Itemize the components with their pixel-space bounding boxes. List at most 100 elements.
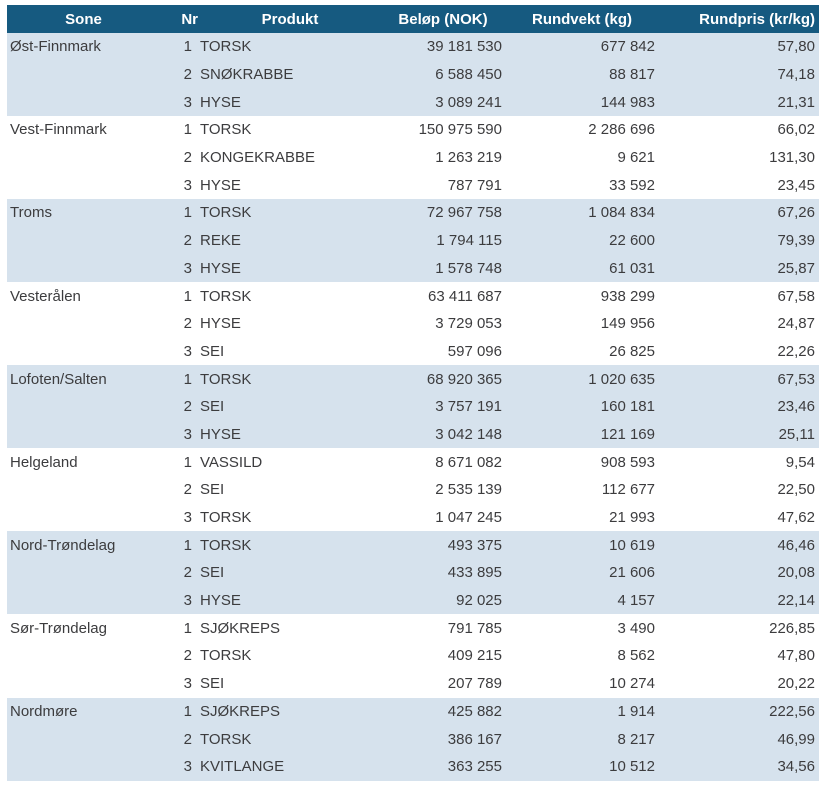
table-row: 3 HYSE 92 025 4 157 22,14 [7, 586, 819, 615]
cell-rundpris: 67,58 [658, 282, 819, 310]
cell-rundvekt: 61 031 [506, 254, 658, 283]
cell-belop: 3 757 191 [380, 392, 506, 421]
cell-rundpris: 131,30 [658, 143, 819, 172]
cell-nr: 3 [160, 669, 200, 698]
cell-sone [7, 642, 160, 670]
cell-produkt: HYSE [200, 586, 380, 615]
cell-rundvekt: 160 181 [506, 392, 658, 421]
cell-nr: 3 [160, 752, 200, 781]
cell-nr: 1 [160, 531, 200, 560]
cell-rundvekt: 4 157 [506, 586, 658, 615]
cell-sone [7, 337, 160, 366]
cell-sone [7, 476, 160, 504]
column-header-sone[interactable]: Sone [7, 5, 160, 33]
cell-rundpris: 25,87 [658, 254, 819, 283]
cell-produkt: TORSK [200, 33, 380, 61]
cell-belop: 3 729 053 [380, 309, 506, 338]
cell-nr: 1 [160, 199, 200, 227]
table-row: Nord-Trøndelag 1 TORSK 493 375 10 619 46,46 [7, 531, 819, 560]
cell-produkt: HYSE [200, 420, 380, 449]
cell-rundvekt: 10 512 [506, 752, 658, 781]
cell-nr: 1 [160, 282, 200, 310]
cell-rundpris: 67,26 [658, 199, 819, 227]
cell-produkt: HYSE [200, 171, 380, 200]
cell-sone [7, 586, 160, 615]
cell-belop: 787 791 [380, 171, 506, 200]
cell-nr: 3 [160, 503, 200, 532]
cell-produkt: TORSK [200, 503, 380, 532]
cell-nr: 2 [160, 642, 200, 670]
cell-rundpris: 67,53 [658, 365, 819, 393]
cell-sone [7, 752, 160, 781]
cell-belop: 2 535 139 [380, 476, 506, 504]
table-row: Helgeland 1 VASSILD 8 671 082 908 593 9,54 [7, 448, 819, 476]
cell-belop: 39 181 530 [380, 33, 506, 61]
cell-nr: 3 [160, 586, 200, 615]
cell-rundpris: 23,46 [658, 392, 819, 421]
cell-rundpris: 24,87 [658, 309, 819, 338]
cell-produkt: TORSK [200, 725, 380, 753]
table-row: 3 HYSE 1 578 748 61 031 25,87 [7, 254, 819, 283]
table-row: 3 SEI 597 096 26 825 22,26 [7, 337, 819, 366]
table-row: Nordmøre 1 SJØKREPS 425 882 1 914 222,56 [7, 697, 819, 726]
cell-sone: Troms [7, 199, 160, 227]
table-row: 2 TORSK 386 167 8 217 46,99 [7, 725, 819, 753]
cell-belop: 92 025 [380, 586, 506, 615]
cell-nr: 1 [160, 365, 200, 393]
cell-rundpris: 20,08 [658, 559, 819, 587]
cell-rundpris: 25,11 [658, 420, 819, 449]
fish-sales-table: Sone Nr Produkt Beløp (NOK) Rundvekt (kg… [7, 5, 819, 781]
cell-rundpris: 222,56 [658, 697, 819, 726]
cell-produkt: HYSE [200, 254, 380, 283]
cell-rundpris: 226,85 [658, 614, 819, 643]
cell-sone [7, 88, 160, 117]
table-row: 2 SNØKRABBE 6 588 450 88 817 74,18 [7, 60, 819, 89]
cell-rundvekt: 1 914 [506, 697, 658, 726]
cell-sone [7, 254, 160, 283]
cell-rundvekt: 9 621 [506, 143, 658, 172]
cell-rundvekt: 33 592 [506, 171, 658, 200]
cell-belop: 8 671 082 [380, 448, 506, 476]
cell-produkt: SNØKRABBE [200, 60, 380, 89]
cell-nr: 2 [160, 725, 200, 753]
cell-belop: 207 789 [380, 669, 506, 698]
cell-produkt: TORSK [200, 199, 380, 227]
cell-produkt: TORSK [200, 531, 380, 560]
cell-sone [7, 503, 160, 532]
cell-rundpris: 79,39 [658, 226, 819, 255]
cell-rundvekt: 26 825 [506, 337, 658, 366]
cell-belop: 409 215 [380, 642, 506, 670]
cell-nr: 3 [160, 420, 200, 449]
cell-produkt: VASSILD [200, 448, 380, 476]
cell-rundvekt: 1 084 834 [506, 199, 658, 227]
cell-sone [7, 669, 160, 698]
cell-rundvekt: 8 217 [506, 725, 658, 753]
cell-nr: 1 [160, 448, 200, 476]
cell-nr: 3 [160, 171, 200, 200]
cell-belop: 1 794 115 [380, 226, 506, 255]
cell-nr: 3 [160, 88, 200, 117]
cell-rundvekt: 908 593 [506, 448, 658, 476]
table-row: 2 SEI 2 535 139 112 677 22,50 [7, 476, 819, 504]
cell-nr: 2 [160, 309, 200, 338]
cell-rundpris: 9,54 [658, 448, 819, 476]
cell-rundpris: 46,46 [658, 531, 819, 560]
table-row: 2 SEI 433 895 21 606 20,08 [7, 559, 819, 587]
table-row: Sør-Trøndelag 1 SJØKREPS 791 785 3 490 226,85 [7, 614, 819, 643]
column-header-rundvekt[interactable]: Rundvekt (kg) [506, 5, 658, 33]
column-header-produkt[interactable]: Produkt [200, 5, 380, 33]
cell-belop: 493 375 [380, 531, 506, 560]
cell-rundpris: 21,31 [658, 88, 819, 117]
cell-rundvekt: 3 490 [506, 614, 658, 643]
cell-belop: 3 089 241 [380, 88, 506, 117]
cell-rundvekt: 10 619 [506, 531, 658, 560]
table-row: 2 HYSE 3 729 053 149 956 24,87 [7, 309, 819, 338]
table-row: 3 SEI 207 789 10 274 20,22 [7, 669, 819, 698]
cell-belop: 363 255 [380, 752, 506, 781]
cell-belop: 150 975 590 [380, 116, 506, 144]
cell-sone: Nord-Trøndelag [7, 531, 160, 560]
column-header-rundpris[interactable]: Rundpris (kr/kg) [658, 5, 819, 33]
cell-produkt: KVITLANGE [200, 752, 380, 781]
column-header-nr[interactable]: Nr [160, 5, 200, 33]
column-header-belop[interactable]: Beløp (NOK) [380, 5, 506, 33]
